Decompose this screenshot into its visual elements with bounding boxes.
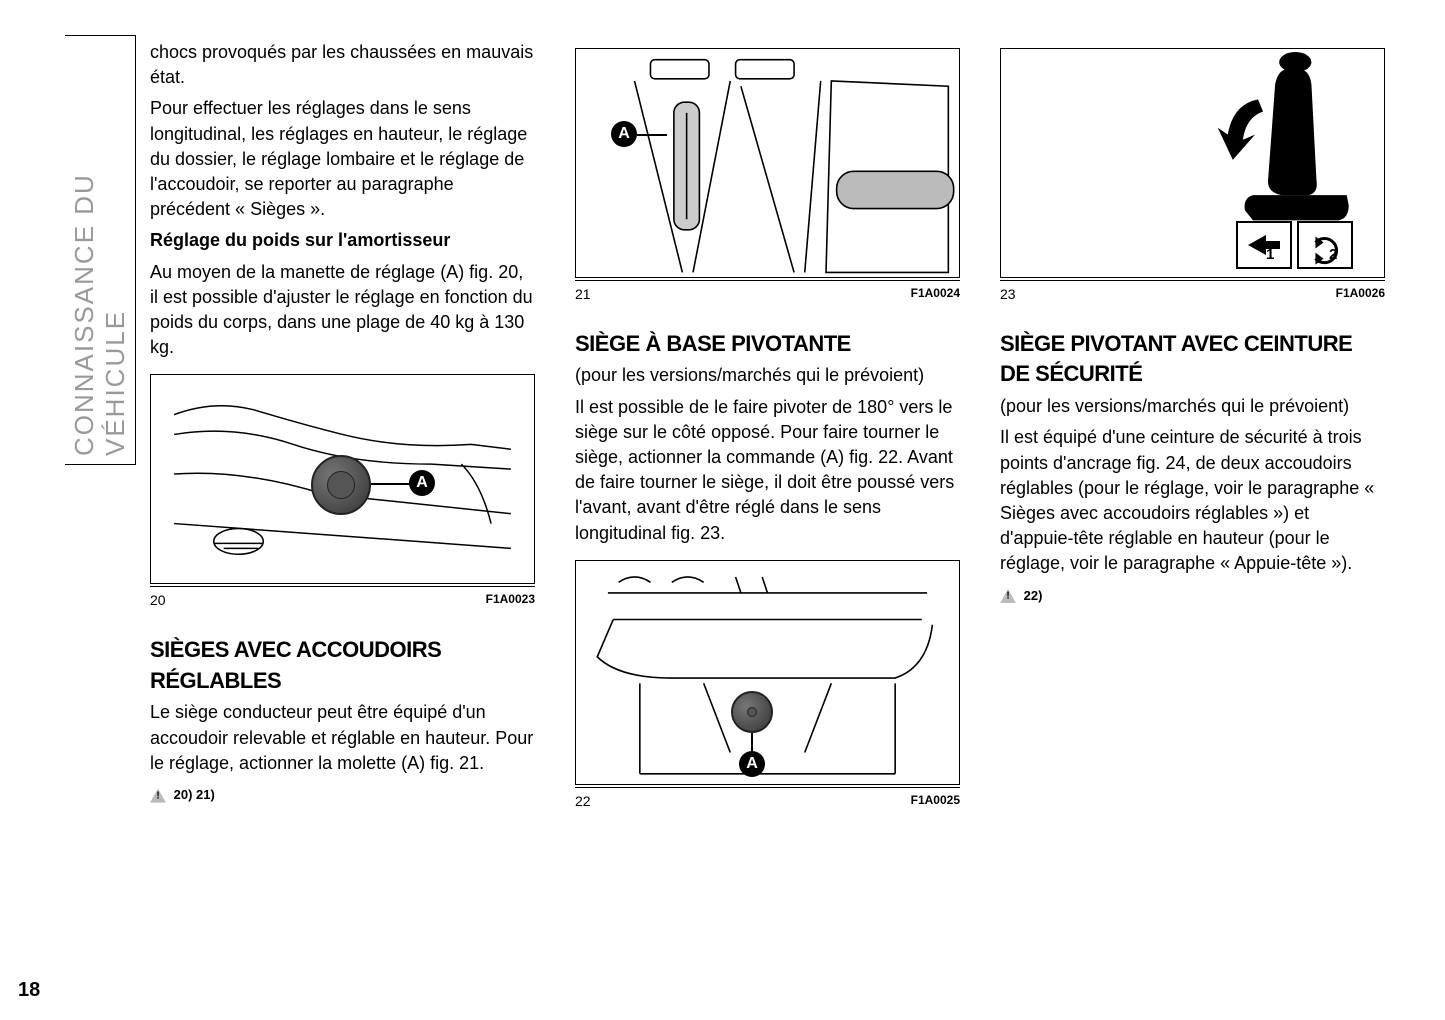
warning-ref: 20) 21) xyxy=(150,786,535,804)
paragraph: Il est possible de le faire pivoter de 1… xyxy=(575,395,960,546)
figure-23: 1 2 xyxy=(1000,48,1385,278)
page-content: chocs provoqués par les chaussées en mau… xyxy=(0,0,1445,865)
figure-22: A xyxy=(575,560,960,785)
paragraph: chocs provoqués par les chaussées en mau… xyxy=(150,40,535,90)
warning-numbers: 20) 21) xyxy=(174,787,215,802)
warning-icon xyxy=(1000,589,1016,603)
figure-code: F1A0023 xyxy=(486,591,535,611)
warning-ref: 22) xyxy=(1000,587,1385,605)
figure-20: A xyxy=(150,374,535,584)
figure-21: A xyxy=(575,48,960,278)
box-label: 1 xyxy=(1266,244,1274,265)
callout-label: A xyxy=(739,751,765,777)
control-box-1: 1 xyxy=(1236,221,1292,269)
figure-number: 23 xyxy=(1000,285,1016,305)
figure-number: 20 xyxy=(150,591,166,611)
sub-heading: Réglage du poids sur l'amortisseur xyxy=(150,228,535,253)
figure-caption: 23 F1A0026 xyxy=(1000,280,1385,305)
column-2: A 21 F1A0024 SIÈGE À BASE PIVOTANTE (pou… xyxy=(575,40,960,825)
paragraph: Le siège conducteur peut être équipé d'u… xyxy=(150,700,535,776)
paragraph: Pour effectuer les réglages dans le sens… xyxy=(150,96,535,222)
paragraph: Il est équipé d'une ceinture de sécurité… xyxy=(1000,425,1385,576)
heading: SIÈGE À BASE PIVOTANTE xyxy=(575,329,960,360)
warning-icon xyxy=(150,789,166,803)
paragraph: (pour les versions/marchés qui le prévoi… xyxy=(575,363,960,388)
page-number: 18 xyxy=(18,979,40,1002)
figure-caption: 20 F1A0023 xyxy=(150,586,535,611)
box-label: 2 xyxy=(1329,244,1337,265)
heading: SIÈGE PIVOTANT AVEC CEINTURE DE SÉCURITÉ xyxy=(1000,329,1385,391)
section-tab: CONNAISSANCE DU VÉHICULE xyxy=(65,35,136,465)
callout-label: A xyxy=(611,121,637,147)
paragraph: Au moyen de la manette de réglage (A) fi… xyxy=(150,260,535,361)
paragraph: (pour les versions/marchés qui le prévoi… xyxy=(1000,394,1385,419)
column-3: 1 2 23 F1A0026 SIÈGE PIVOTANT AVEC CEINT… xyxy=(1000,40,1385,825)
warning-numbers: 22) xyxy=(1024,588,1043,603)
figure-code: F1A0026 xyxy=(1336,285,1385,305)
column-1: chocs provoqués par les chaussées en mau… xyxy=(150,40,535,825)
heading: SIÈGES AVEC ACCOUDOIRS RÉGLABLES xyxy=(150,635,535,697)
control-box-2: 2 xyxy=(1297,221,1353,269)
